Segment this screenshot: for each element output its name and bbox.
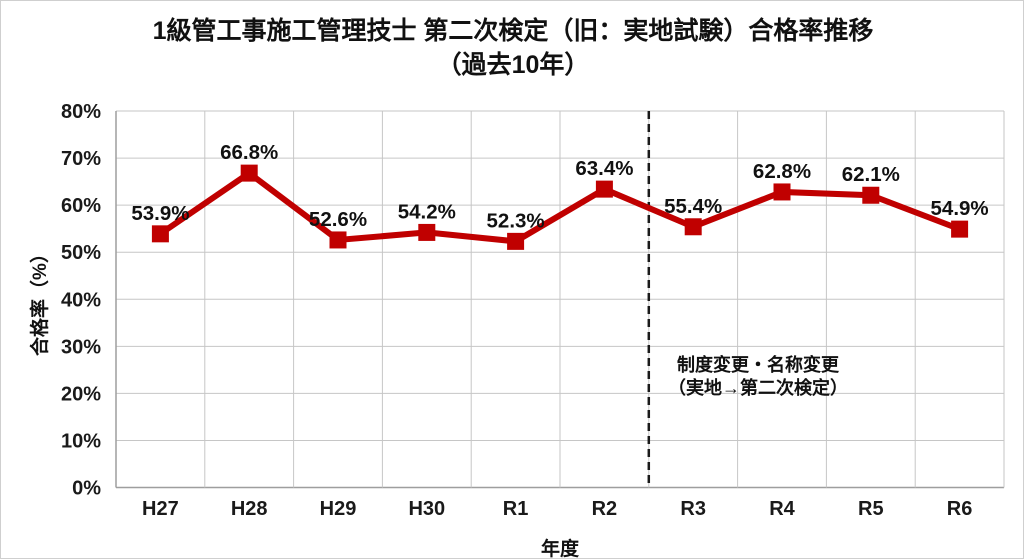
data-point-marker-H29 — [329, 231, 347, 249]
data-point-marker-H30 — [418, 223, 436, 241]
y-tick-label-20%: 20% — [61, 383, 101, 405]
x-tick-label-R2: R2 — [592, 498, 618, 520]
data-point-marker-R4 — [773, 183, 791, 201]
y-tick-label-30%: 30% — [61, 336, 101, 358]
data-point-marker-H28 — [240, 164, 258, 182]
change-annotation: 制度変更・名称変更 （実地→第二次検定） — [607, 354, 909, 400]
data-label-R6: 54.9% — [931, 197, 989, 220]
data-label-R3: 55.4% — [664, 195, 722, 218]
x-tick-label-H28: H28 — [231, 498, 268, 520]
y-axis-title: 合格率（%） — [30, 244, 51, 356]
chart-title-line2: （過去10年） — [436, 51, 590, 79]
chart-title: 1級管工事施工管理技士 第二次検定（旧：実地試験）合格率推移 （過去10年） — [1, 14, 1023, 82]
x-tick-label-R1: R1 — [503, 498, 529, 520]
y-tick-label-70%: 70% — [61, 148, 101, 170]
x-tick-label-R6: R6 — [947, 498, 973, 520]
data-label-H30: 54.2% — [398, 200, 456, 223]
x-tick-label-R3: R3 — [680, 498, 706, 520]
data-label-R5: 62.1% — [842, 163, 900, 186]
data-label-H29: 52.6% — [309, 208, 367, 231]
data-point-marker-R5 — [862, 186, 880, 204]
data-point-marker-R3 — [684, 218, 702, 236]
data-label-H28: 66.8% — [220, 141, 278, 164]
data-point-marker-R2 — [595, 180, 613, 198]
pass-rate-line — [158, 169, 961, 245]
x-axis-title: 年度 — [540, 539, 579, 559]
data-point-marker-R6 — [951, 220, 969, 238]
x-tick-label-H30: H30 — [408, 498, 445, 520]
x-tick-label-H27: H27 — [142, 498, 179, 520]
data-label-H27: 53.9% — [131, 202, 189, 225]
y-tick-label-80%: 80% — [61, 101, 101, 123]
x-tick-label-R4: R4 — [769, 498, 795, 520]
data-point-marker-R1 — [507, 232, 525, 250]
data-label-R2: 63.4% — [575, 157, 633, 180]
y-tick-label-50%: 50% — [61, 242, 101, 264]
x-tick-label-H29: H29 — [320, 498, 357, 520]
y-tick-label-40%: 40% — [61, 289, 101, 311]
data-label-R1: 52.3% — [487, 209, 545, 232]
y-tick-label-0%: 0% — [72, 478, 101, 500]
chart-title-line1: 1級管工事施工管理技士 第二次検定（旧：実地試験）合格率推移 — [152, 17, 874, 45]
x-tick-label-R5: R5 — [858, 498, 884, 520]
annotation-line2: （実地→第二次検定） — [668, 378, 848, 398]
y-tick-label-60%: 60% — [61, 195, 101, 217]
annotation-line1: 制度変更・名称変更 — [677, 355, 839, 375]
data-point-marker-H27 — [151, 225, 169, 243]
y-tick-label-10%: 10% — [61, 430, 101, 452]
data-label-R4: 62.8% — [753, 160, 811, 183]
